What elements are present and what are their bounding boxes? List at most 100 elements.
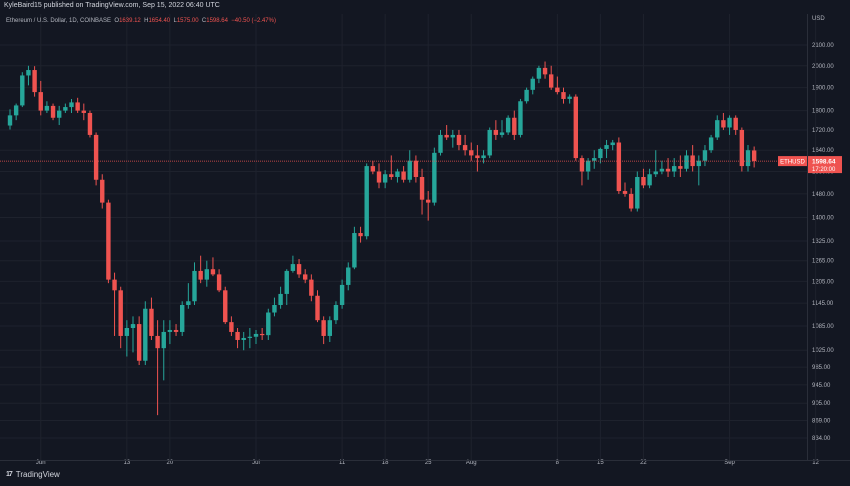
candle [266, 308, 271, 340]
candle [659, 160, 665, 175]
candle-body [702, 150, 708, 161]
candle-body [57, 110, 62, 118]
candle [493, 120, 499, 140]
y-tick-label: 834.00 [812, 436, 831, 442]
candle [100, 174, 105, 209]
candle [739, 127, 745, 172]
candle [702, 145, 708, 167]
candle [616, 137, 622, 194]
high-value: 1654.40 [148, 18, 171, 24]
candle-body [333, 304, 339, 321]
candle-body [401, 171, 406, 180]
candle-body [149, 308, 154, 336]
candle [678, 155, 683, 177]
high-label: H [144, 18, 149, 24]
y-tick-label: 2000.00 [812, 64, 834, 70]
ohlc-values: O1639.12 H1654.40 L1575.00 C1598.64 −40.… [113, 18, 276, 24]
candle [241, 331, 246, 351]
candle [487, 127, 492, 159]
candle-body [647, 174, 652, 186]
candle-body [186, 301, 191, 305]
candle-body [63, 107, 68, 111]
candle [401, 166, 406, 183]
candle [389, 155, 394, 180]
candle [542, 61, 548, 79]
candle-body [69, 102, 74, 108]
candle [715, 115, 720, 140]
candle-body [561, 92, 566, 99]
candle-body [229, 322, 234, 332]
y-tick-label: 945.00 [812, 383, 831, 389]
candle-body [493, 129, 499, 135]
price-axis[interactable] [807, 14, 850, 460]
candle-body [266, 312, 271, 336]
candle [635, 171, 640, 212]
candle-body [549, 74, 554, 88]
candle [124, 320, 130, 357]
candle-body [727, 117, 732, 128]
candle-body [143, 308, 148, 361]
countdown-label: 17:20:00 [812, 167, 836, 173]
y-tick-label: 2100.00 [812, 43, 834, 49]
candle-body [370, 166, 376, 172]
candle-body [530, 78, 535, 90]
candle [512, 110, 517, 140]
chart-legend: Ethereum / U.S. Dollar, 1D, COINBASE O16… [6, 18, 276, 24]
candle-body [87, 112, 93, 135]
candle-body [469, 150, 474, 156]
candle-body [426, 199, 431, 203]
candle [339, 279, 345, 309]
candle [278, 286, 283, 309]
candle [647, 168, 652, 189]
candle-body [216, 274, 222, 291]
candle [376, 163, 382, 189]
candle-body [136, 324, 142, 361]
candle [309, 274, 314, 302]
candle [549, 65, 554, 90]
candle-body [628, 193, 634, 209]
candle [180, 301, 185, 336]
candle [592, 150, 597, 169]
candle-body [635, 176, 640, 209]
footer-bar [0, 466, 850, 486]
candle-body [303, 274, 308, 280]
ticker-badge-bg [778, 156, 807, 167]
candlestick-chart[interactable]: 2100.00 2000.00 1900.00 1800.00 1720.00 1640.… [0, 14, 850, 466]
x-tick-label: 15 [597, 460, 604, 466]
close-label: C [201, 18, 207, 24]
candle [161, 320, 166, 381]
candle-body [38, 92, 43, 111]
candle-body [389, 174, 394, 177]
chart-area[interactable]: 2100.00 2000.00 1900.00 1800.00 1720.00 1640.… [0, 14, 842, 466]
candle [641, 168, 646, 189]
candle-body [210, 269, 216, 275]
candle-body [678, 166, 683, 169]
candle-body [327, 320, 332, 336]
candle-body [487, 129, 492, 156]
candle [450, 129, 455, 148]
candle [745, 145, 751, 172]
tradingview-brand[interactable]: 17 TradingView [6, 470, 60, 479]
candle-body [284, 270, 289, 294]
candle-body [155, 335, 160, 349]
candle-body [733, 117, 738, 130]
last-price-badge-bg [808, 156, 842, 174]
x-tick-label: 12 [812, 460, 819, 466]
candle-body [321, 320, 326, 336]
candle [173, 324, 179, 336]
candle-body [296, 264, 302, 275]
candle-body [339, 284, 345, 305]
candle-body [462, 145, 468, 151]
candle [321, 316, 326, 345]
candle-body [259, 333, 265, 336]
symbol-line: Ethereum / U.S. Dollar, 1D, COINBASE [6, 18, 112, 24]
candle-body [100, 179, 105, 203]
candle-body [475, 155, 480, 159]
candle-body [93, 134, 99, 180]
y-tick-label: 1900.00 [812, 86, 834, 92]
y-tick-label: 1205.00 [812, 279, 834, 285]
candle-body [672, 166, 677, 172]
last-price-label: 1598.64 [812, 158, 836, 165]
candle-body [235, 331, 240, 340]
candle [75, 97, 80, 113]
